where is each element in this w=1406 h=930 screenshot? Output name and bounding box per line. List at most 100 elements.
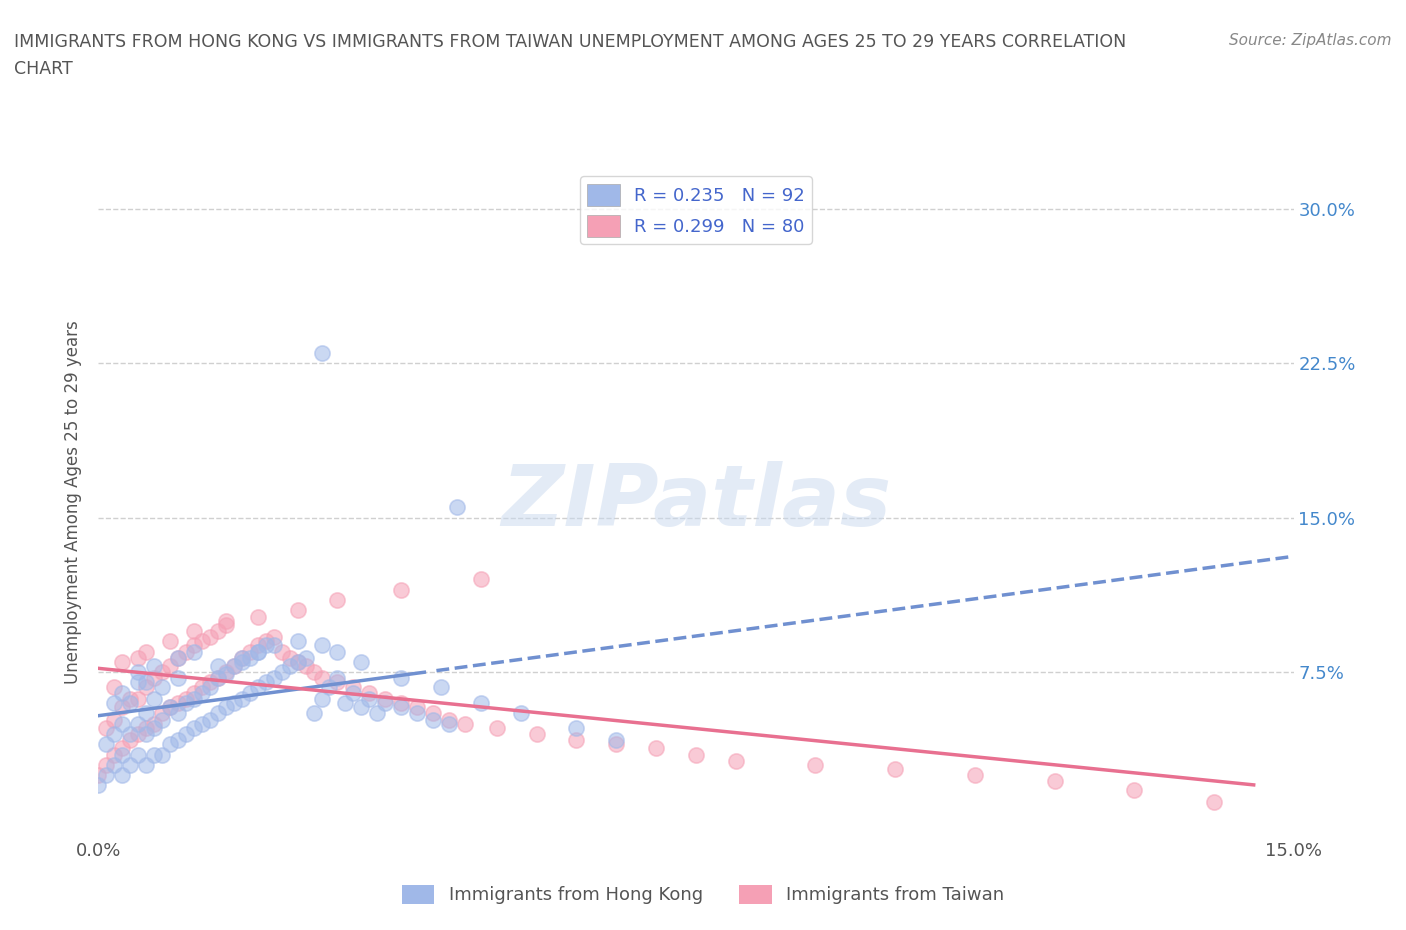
Point bbox=[167, 706, 190, 721]
Point bbox=[135, 721, 157, 736]
Point bbox=[246, 638, 269, 653]
Point bbox=[565, 733, 588, 748]
Point bbox=[311, 692, 333, 707]
Point bbox=[215, 665, 238, 680]
Point bbox=[103, 747, 125, 762]
Point bbox=[127, 747, 149, 762]
Point bbox=[509, 706, 531, 721]
Point bbox=[174, 696, 197, 711]
Point bbox=[111, 716, 134, 731]
Point bbox=[111, 741, 134, 756]
Point bbox=[207, 671, 229, 685]
Point bbox=[246, 644, 269, 659]
Point bbox=[302, 665, 325, 680]
Point bbox=[159, 699, 181, 714]
Point bbox=[239, 685, 262, 700]
Point bbox=[1123, 782, 1146, 797]
Point bbox=[135, 706, 157, 721]
Text: CHART: CHART bbox=[14, 60, 73, 78]
Point bbox=[120, 692, 142, 707]
Point bbox=[96, 757, 118, 772]
Point bbox=[135, 726, 157, 741]
Point bbox=[159, 634, 181, 649]
Point bbox=[127, 665, 149, 680]
Point bbox=[246, 609, 269, 624]
Point bbox=[167, 733, 190, 748]
Point bbox=[565, 721, 588, 736]
Point bbox=[350, 655, 373, 670]
Point bbox=[446, 500, 468, 515]
Point bbox=[120, 696, 142, 711]
Point bbox=[167, 650, 190, 665]
Point bbox=[198, 675, 221, 690]
Point bbox=[1043, 774, 1066, 789]
Point bbox=[111, 768, 134, 783]
Point bbox=[231, 650, 253, 665]
Point bbox=[183, 692, 205, 707]
Point bbox=[294, 650, 316, 665]
Point bbox=[287, 634, 309, 649]
Point bbox=[263, 630, 285, 644]
Point bbox=[215, 618, 238, 632]
Point bbox=[422, 712, 444, 727]
Legend: R = 0.235   N = 92, R = 0.299   N = 80: R = 0.235 N = 92, R = 0.299 N = 80 bbox=[579, 177, 813, 244]
Point bbox=[159, 699, 181, 714]
Point bbox=[342, 685, 364, 700]
Point bbox=[111, 685, 134, 700]
Point bbox=[159, 658, 181, 673]
Point bbox=[437, 716, 460, 731]
Point bbox=[804, 757, 827, 772]
Point bbox=[350, 699, 373, 714]
Point bbox=[150, 665, 173, 680]
Point bbox=[254, 638, 277, 653]
Point bbox=[270, 665, 292, 680]
Point bbox=[1202, 794, 1225, 809]
Point bbox=[884, 762, 907, 777]
Point bbox=[485, 721, 508, 736]
Point bbox=[326, 671, 349, 685]
Point bbox=[135, 757, 157, 772]
Point bbox=[374, 696, 396, 711]
Point bbox=[191, 685, 214, 700]
Point bbox=[143, 721, 166, 736]
Point bbox=[454, 716, 477, 731]
Point bbox=[174, 644, 197, 659]
Point bbox=[191, 634, 214, 649]
Point bbox=[470, 572, 492, 587]
Legend: Immigrants from Hong Kong, Immigrants from Taiwan: Immigrants from Hong Kong, Immigrants fr… bbox=[395, 878, 1011, 911]
Point bbox=[302, 706, 325, 721]
Point bbox=[287, 603, 309, 618]
Point bbox=[96, 721, 118, 736]
Point bbox=[143, 671, 166, 685]
Point bbox=[389, 699, 412, 714]
Point bbox=[135, 644, 157, 659]
Point bbox=[406, 699, 429, 714]
Point bbox=[470, 696, 492, 711]
Point bbox=[605, 733, 627, 748]
Point bbox=[183, 644, 205, 659]
Point bbox=[406, 706, 429, 721]
Point bbox=[111, 655, 134, 670]
Point bbox=[103, 696, 125, 711]
Point bbox=[167, 671, 190, 685]
Point bbox=[127, 675, 149, 690]
Point bbox=[222, 658, 245, 673]
Point bbox=[359, 692, 381, 707]
Point bbox=[254, 634, 277, 649]
Point bbox=[294, 658, 316, 673]
Point bbox=[231, 692, 253, 707]
Point bbox=[150, 747, 173, 762]
Point bbox=[231, 650, 253, 665]
Point bbox=[389, 582, 412, 597]
Point bbox=[150, 679, 173, 694]
Point bbox=[724, 753, 747, 768]
Point bbox=[143, 747, 166, 762]
Point bbox=[311, 638, 333, 653]
Point bbox=[326, 644, 349, 659]
Point bbox=[263, 671, 285, 685]
Point bbox=[287, 655, 309, 670]
Point bbox=[198, 712, 221, 727]
Point bbox=[335, 696, 357, 711]
Point bbox=[150, 712, 173, 727]
Point bbox=[246, 679, 269, 694]
